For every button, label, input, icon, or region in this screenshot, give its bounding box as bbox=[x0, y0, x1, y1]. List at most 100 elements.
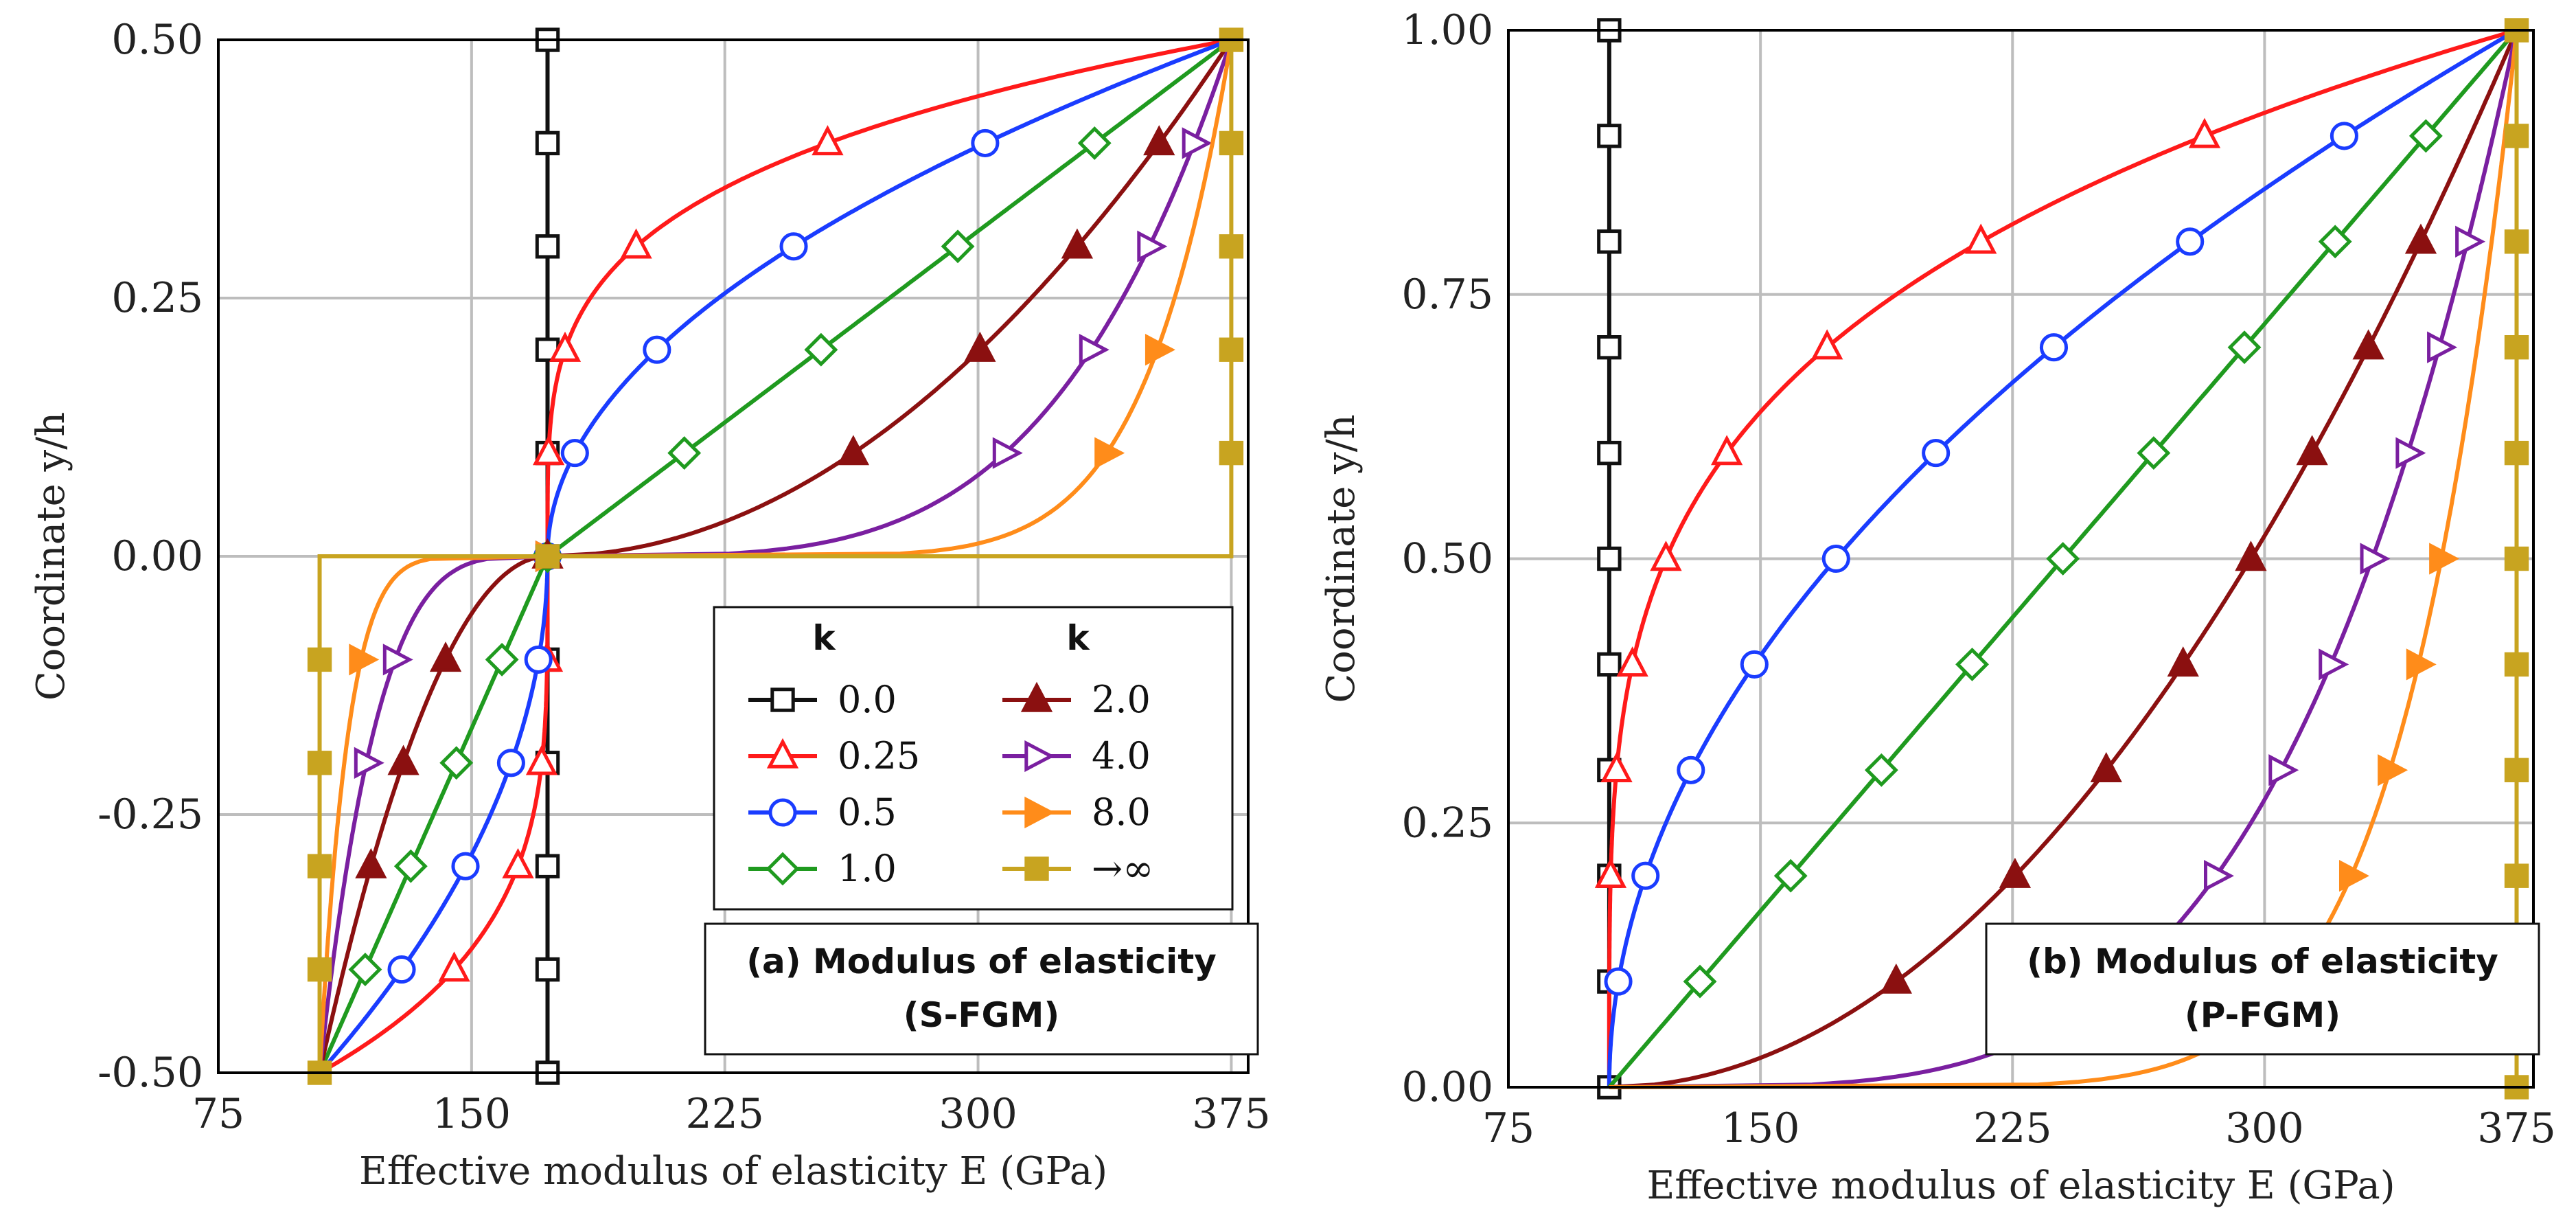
y-tick-label: -0.50 bbox=[97, 1049, 203, 1097]
data-point bbox=[1740, 650, 1769, 679]
legend-marker bbox=[1024, 796, 1055, 829]
data-point bbox=[2427, 331, 2458, 363]
data-point bbox=[532, 435, 565, 466]
data-point bbox=[429, 641, 462, 672]
data-point bbox=[387, 744, 419, 775]
x-tick-label: 375 bbox=[1192, 1090, 1271, 1138]
panel-a-y-axis-label: Coordinate y/h bbox=[29, 412, 73, 701]
legend-marker bbox=[770, 687, 795, 712]
data-point bbox=[1616, 646, 1648, 677]
y-tick-label: 0.25 bbox=[111, 274, 203, 322]
data-point bbox=[1597, 546, 1622, 571]
data-point bbox=[1683, 964, 1717, 999]
x-tick-label: 150 bbox=[1721, 1104, 1800, 1152]
data-point bbox=[2408, 119, 2443, 153]
panel-a-annotation: (a) Modulus of elasticity (S-FGM) bbox=[704, 922, 1259, 1056]
data-point bbox=[1597, 335, 1622, 360]
data-point bbox=[2318, 225, 2352, 259]
data-point bbox=[2296, 435, 2328, 466]
data-point bbox=[2204, 860, 2234, 892]
data-point bbox=[941, 229, 975, 264]
data-point bbox=[1604, 967, 1633, 996]
data-point bbox=[1219, 337, 1244, 362]
legend-header-k: k bbox=[812, 618, 836, 658]
data-point bbox=[2352, 329, 2384, 360]
data-point bbox=[307, 854, 332, 878]
data-point bbox=[2188, 117, 2221, 148]
data-point bbox=[1773, 859, 1808, 893]
data-point bbox=[307, 647, 332, 672]
data-point bbox=[1594, 857, 1627, 888]
data-point bbox=[382, 644, 413, 676]
data-point bbox=[2268, 754, 2299, 786]
data-point bbox=[2504, 546, 2529, 571]
data-point bbox=[560, 439, 589, 468]
legend-label: 8.0 bbox=[1092, 791, 1151, 834]
legend-marker bbox=[768, 798, 797, 827]
panel-a-plot-frame bbox=[217, 38, 1250, 1074]
data-point bbox=[393, 849, 428, 883]
data-point bbox=[620, 228, 652, 259]
panel-b-curves bbox=[1594, 18, 2529, 1100]
data-point bbox=[502, 848, 534, 878]
legend-label: 1.0 bbox=[838, 847, 897, 890]
data-point bbox=[2137, 436, 2171, 470]
panel-b-y-axis-label: Coordinate y/h bbox=[1319, 414, 1364, 703]
data-point bbox=[1597, 229, 1622, 254]
data-point bbox=[2404, 223, 2437, 254]
data-point bbox=[1965, 223, 1997, 254]
legend-label: 4.0 bbox=[1092, 734, 1151, 777]
data-point bbox=[535, 854, 560, 878]
data-point bbox=[2330, 122, 2358, 150]
data-point bbox=[2227, 330, 2262, 365]
data-point bbox=[1137, 230, 1168, 262]
series-line-7 bbox=[317, 40, 1234, 1073]
data-point bbox=[2504, 440, 2529, 466]
data-point bbox=[1880, 963, 1912, 994]
y-tick-label: 0.50 bbox=[111, 16, 203, 64]
y-tick-label: 0.75 bbox=[1401, 271, 1493, 319]
data-point bbox=[2319, 648, 2349, 681]
data-point bbox=[1143, 125, 1175, 156]
data-point bbox=[349, 644, 380, 676]
data-point bbox=[355, 848, 387, 878]
data-point bbox=[2176, 227, 2205, 256]
x-tick-label: 75 bbox=[1482, 1104, 1534, 1152]
data-point bbox=[2504, 863, 2529, 888]
legend-marker bbox=[766, 852, 800, 886]
panel-b-annotation-line2: (P-FGM) bbox=[2185, 995, 2341, 1035]
data-point bbox=[1077, 126, 1112, 160]
y-tick-label: 0.25 bbox=[1401, 799, 1493, 847]
x-tick-label: 375 bbox=[2477, 1104, 2556, 1152]
panel-b-p-fgm: 75 150 225 300 375 0.00 0.25 0.50 0.75 1.00 Effec… bbox=[1319, 6, 2556, 1208]
x-tick-label: 300 bbox=[2225, 1104, 2304, 1152]
data-point bbox=[1079, 334, 1109, 366]
data-point bbox=[1219, 234, 1244, 259]
data-point bbox=[307, 751, 332, 775]
data-point bbox=[804, 332, 838, 367]
legend-marker bbox=[1020, 681, 1053, 712]
data-point bbox=[387, 955, 416, 984]
data-point bbox=[2504, 758, 2529, 782]
panel-a-annotation-line1: (a) Modulus of elasticity bbox=[746, 942, 1217, 981]
data-point bbox=[2429, 543, 2460, 575]
data-point bbox=[2090, 752, 2122, 782]
legend-header-k: k bbox=[1066, 618, 1090, 658]
data-point bbox=[1955, 647, 1989, 681]
panel-b-x-axis-label: Effective modulus of elasticity E (GPa) bbox=[1646, 1163, 2395, 1208]
data-point bbox=[451, 852, 480, 880]
x-tick-label: 300 bbox=[939, 1090, 1017, 1138]
data-point bbox=[439, 746, 474, 780]
panel-a-tick-labels: 75 150 225 300 375 -0.50 -0.25 0.00 0.25 0.50 bbox=[97, 16, 1271, 1138]
data-point bbox=[354, 747, 384, 779]
data-point bbox=[2378, 754, 2408, 786]
legend-marker bbox=[1024, 740, 1055, 773]
data-point bbox=[812, 125, 844, 156]
data-point bbox=[1999, 857, 2032, 888]
data-point bbox=[485, 642, 519, 676]
x-tick-label: 150 bbox=[433, 1090, 511, 1138]
data-point bbox=[643, 335, 671, 364]
data-point bbox=[1922, 439, 1951, 468]
data-point bbox=[1061, 228, 1094, 259]
legend-marker bbox=[766, 738, 799, 769]
